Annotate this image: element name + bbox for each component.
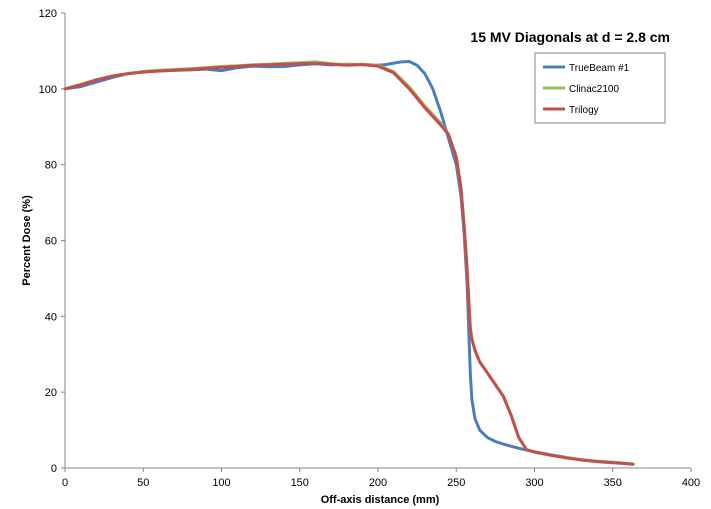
x-tick-label: 300 — [525, 477, 543, 489]
x-tick-label: 400 — [682, 477, 700, 489]
y-axis-title: Percent Dose (%) — [21, 195, 33, 286]
legend-label: Clinac2100 — [569, 84, 619, 95]
x-axis-title: Off-axis distance (mm) — [321, 494, 440, 506]
series-line-trilogy — [63, 61, 635, 466]
legend-label: TrueBeam #1 — [569, 63, 630, 74]
legend-label: Trilogy — [569, 105, 599, 116]
y-tick-label: 80 — [45, 160, 57, 172]
y-tick-label: 100 — [39, 84, 57, 96]
chart-title: 15 MV Diagonals at d = 2.8 cm — [470, 29, 670, 45]
x-tick-label: 350 — [604, 477, 622, 489]
x-tick-label: 200 — [369, 477, 387, 489]
x-tick-label: 100 — [212, 477, 230, 489]
y-tick-label: 0 — [51, 463, 57, 475]
x-tick-label: 0 — [62, 477, 68, 489]
y-tick-label: 20 — [45, 387, 57, 399]
y-tick-label: 120 — [39, 8, 57, 20]
x-tick-label: 50 — [137, 477, 149, 489]
x-tick-label: 150 — [291, 477, 309, 489]
x-tick-label: 250 — [447, 477, 465, 489]
y-tick-label: 40 — [45, 311, 57, 323]
y-tick-label: 60 — [45, 236, 57, 248]
